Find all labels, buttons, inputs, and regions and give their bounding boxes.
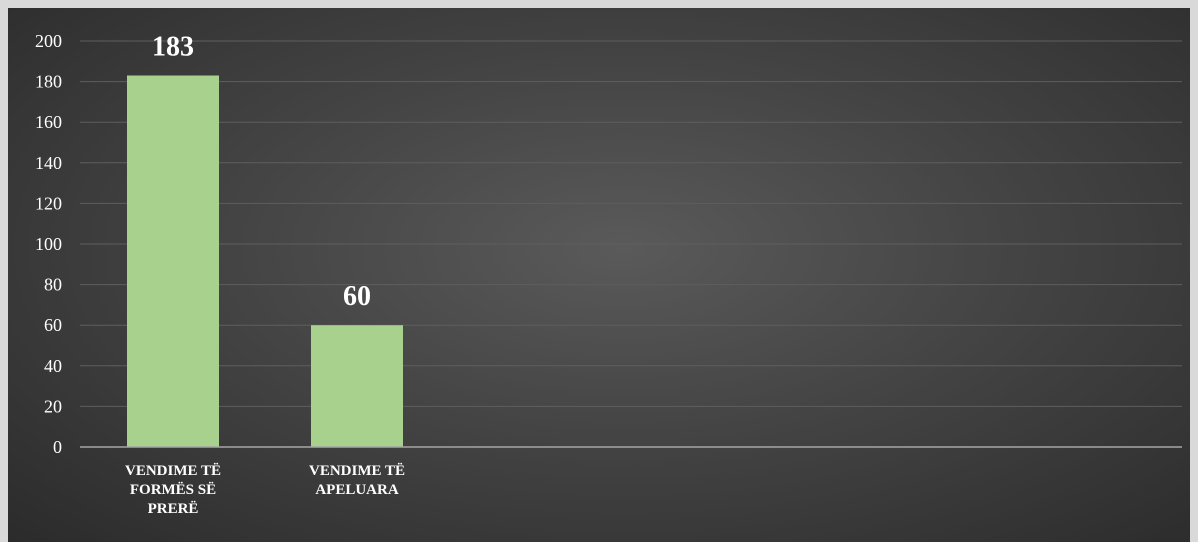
y-tick-label: 40 [44, 356, 62, 376]
bar [311, 325, 403, 447]
category-label-line: FORMËS SË [130, 482, 216, 498]
y-tick-label: 200 [35, 31, 62, 51]
bars [127, 75, 403, 447]
gridlines [80, 40, 1182, 407]
y-tick-label: 100 [35, 234, 62, 254]
category-label-line: APELUARA [315, 482, 399, 498]
bar-data-label: 60 [343, 281, 371, 312]
y-tick-label: 20 [44, 396, 62, 416]
bar-chart: 0 20 40 60 80 100 120 140 160 180 200 183 60 VENDIM… [35, 31, 1182, 517]
y-tick-label: 0 [53, 437, 62, 457]
category-label-line: VENDIME TË [125, 463, 221, 479]
category-label: VENDIME TË APELUARA [309, 463, 405, 498]
y-axis-tick-labels: 0 20 40 60 80 100 120 140 160 180 200 [35, 31, 62, 457]
category-labels: VENDIME TË FORMËS SË PRERË VENDIME TË APELUA… [125, 463, 405, 517]
y-tick-label: 120 [35, 193, 62, 213]
category-label-line: VENDIME TË [309, 463, 405, 479]
y-tick-label: 180 [35, 72, 62, 92]
data-labels: 183 60 [152, 32, 371, 313]
bar [127, 75, 219, 447]
category-label: VENDIME TË FORMËS SË PRERË [125, 463, 221, 517]
y-tick-label: 80 [44, 275, 62, 295]
bar-data-label: 183 [152, 32, 194, 63]
y-tick-label: 60 [44, 315, 62, 335]
y-tick-label: 160 [35, 112, 62, 132]
y-tick-label: 140 [35, 153, 62, 173]
category-label-line: PRERË [148, 501, 199, 517]
chart-area: 0 20 40 60 80 100 120 140 160 180 200 183 60 VENDIM… [8, 8, 1190, 542]
